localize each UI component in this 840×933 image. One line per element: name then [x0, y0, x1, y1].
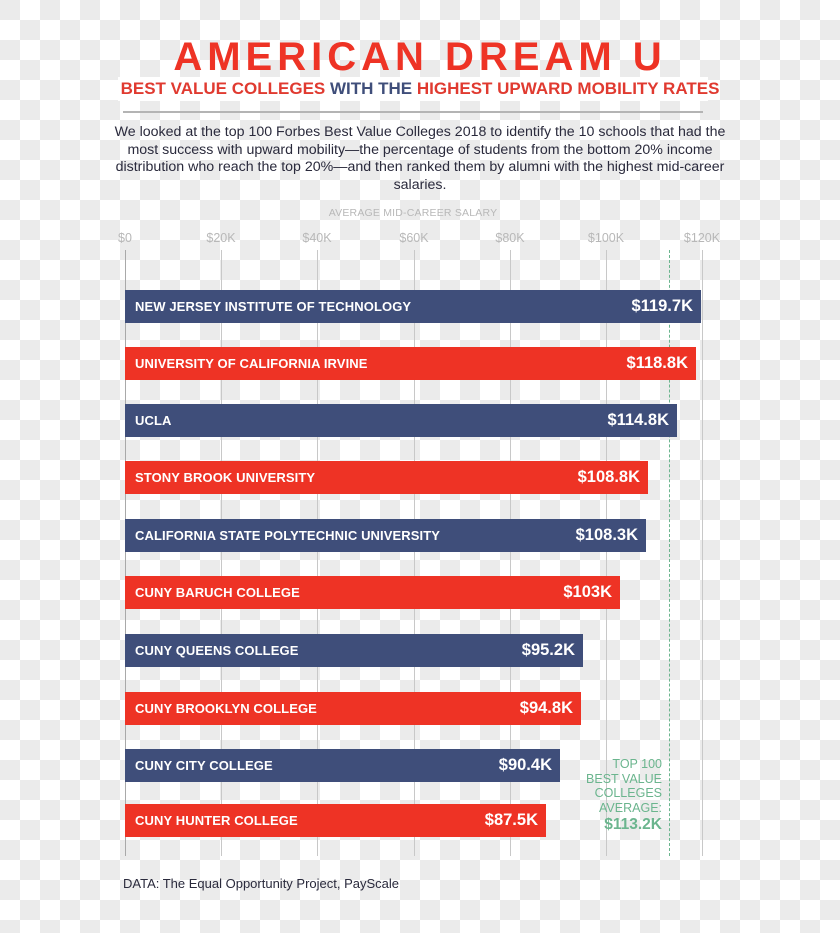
bar-label: CUNY BROOKLYN COLLEGE	[135, 701, 317, 716]
bar: STONY BROOK UNIVERSITY $108.8K	[125, 461, 648, 494]
chart-title: AMERICAN DREAM U	[173, 35, 667, 79]
x-tick-label: $120K	[683, 231, 721, 245]
x-tick-label: $60K	[399, 231, 429, 245]
bar: CUNY HUNTER COLLEGE $87.5K	[125, 804, 546, 837]
gridline	[510, 250, 511, 856]
subtitle-band	[118, 77, 708, 101]
gridline	[702, 250, 703, 856]
bar-value: $114.8K	[607, 411, 669, 429]
average-label-line: BEST VALUE	[586, 771, 662, 786]
average-label-line: TOP 100	[612, 757, 662, 771]
x-tick-label: $80K	[495, 231, 525, 245]
bar: UCLA $114.8K	[125, 404, 677, 437]
header-divider	[123, 111, 703, 113]
bar-value: $118.8K	[626, 354, 688, 372]
chart-description: We looked at the top 100 Forbes Best Val…	[114, 124, 726, 193]
chart-subtitle: BEST VALUE COLLEGES WITH THE HIGHEST UPW…	[0, 79, 840, 99]
bar-value: $95.2K	[521, 641, 575, 659]
bar: NEW JERSEY INSTITUTE OF TECHNOLOGY $119.7…	[125, 290, 701, 323]
bar: CUNY BROOKLYN COLLEGE $94.8K	[125, 692, 581, 725]
average-value: $113.2K	[604, 816, 662, 833]
bar: CUNY CITY COLLEGE $90.4K	[125, 749, 560, 782]
average-label-line: COLLEGES	[594, 786, 662, 800]
subtitle-part-3: HIGHEST UPWARD MOBILITY RATES	[416, 79, 720, 98]
bar-label: CUNY HUNTER COLLEGE	[135, 813, 298, 828]
x-tick-label: $40K	[302, 231, 332, 245]
gridline	[221, 250, 222, 856]
bar-value: $103K	[563, 583, 612, 601]
gridline	[125, 250, 126, 856]
bar-value: $94.8K	[519, 699, 573, 717]
gridline	[606, 250, 607, 856]
subtitle-part-1: BEST VALUE COLLEGES	[120, 79, 330, 98]
bar-label: CUNY QUEENS COLLEGE	[135, 643, 299, 658]
bar-label: CALIFORNIA STATE POLYTECHNIC UNIVERSITY	[135, 528, 441, 543]
bar: CUNY BARUCH COLLEGE $103K	[125, 576, 620, 609]
bar-value: $119.7K	[631, 297, 693, 315]
average-annotation: TOP 100 BEST VALUE COLLEGES AVERAGE: $11…	[540, 757, 662, 835]
bar-label: CUNY BARUCH COLLEGE	[135, 585, 300, 600]
bar: CUNY QUEENS COLLEGE $95.2K	[125, 634, 583, 667]
bar: UNIVERSITY OF CALIFORNIA IRVINE $118.8K	[125, 347, 696, 380]
gridline	[317, 250, 318, 856]
gridline	[414, 250, 415, 856]
bar-value: $108.3K	[575, 526, 638, 544]
average-label-line: AVERAGE:	[599, 800, 662, 815]
bar-label: CUNY CITY COLLEGE	[135, 758, 273, 773]
bar-label: UCLA	[135, 413, 172, 428]
bar: CALIFORNIA STATE POLYTECHNIC UNIVERSITY $…	[125, 519, 646, 552]
bar-value: $87.5K	[484, 811, 538, 829]
x-tick-label: $20K	[206, 231, 236, 245]
subtitle-part-2: WITH THE	[329, 79, 417, 98]
x-tick-label: $0	[118, 231, 132, 245]
x-axis-title: AVERAGE MID-CAREER SALARY	[328, 207, 498, 219]
x-tick-label: $100K	[587, 231, 625, 245]
bar-label: UNIVERSITY OF CALIFORNIA IRVINE	[135, 356, 368, 371]
bar-value: $90.4K	[498, 756, 552, 774]
data-source: DATA: The Equal Opportunity Project, Pay…	[123, 876, 400, 891]
bar-label: NEW JERSEY INSTITUTE OF TECHNOLOGY	[135, 299, 412, 314]
average-reference-line	[669, 250, 670, 856]
bar-label: STONY BROOK UNIVERSITY	[135, 470, 316, 485]
bar-value: $108.8K	[577, 468, 640, 486]
